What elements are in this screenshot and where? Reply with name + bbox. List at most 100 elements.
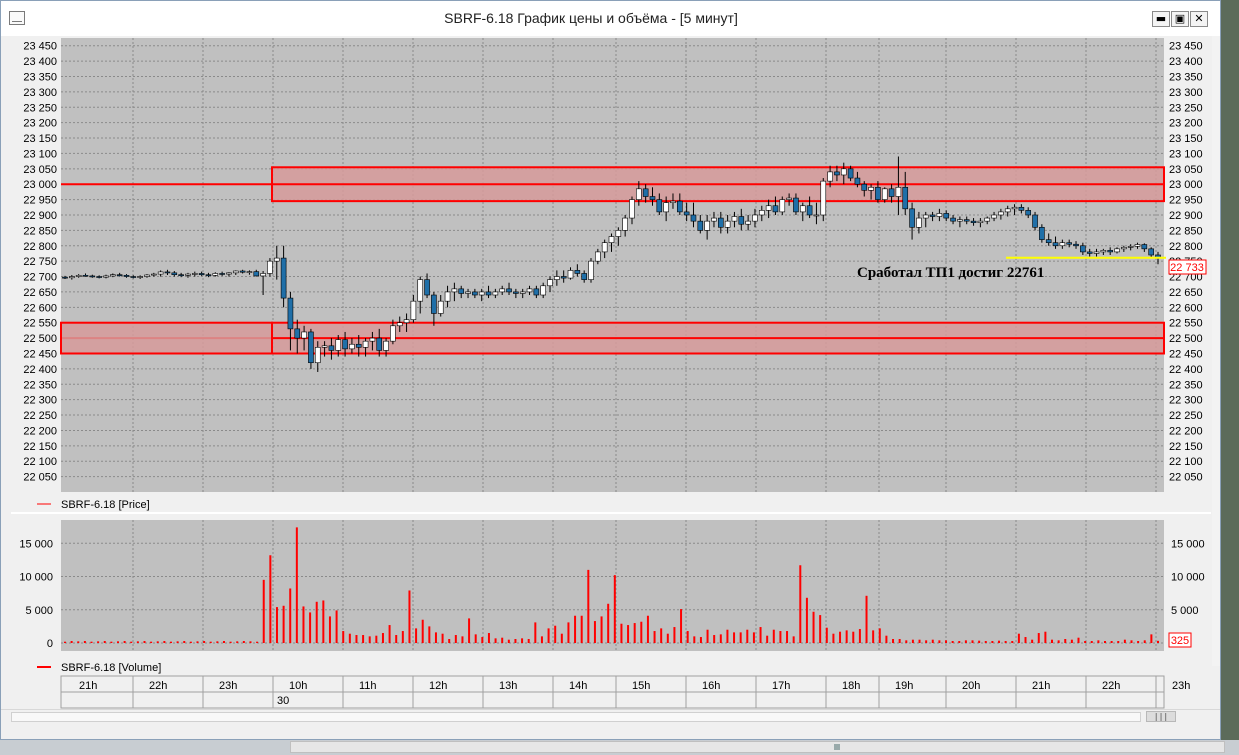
last-volume-box [1168,632,1192,648]
candle-body [772,205,779,213]
price-tick-right: 22 300 [1169,395,1203,407]
candle-body [191,273,198,275]
candle-body [704,220,710,231]
price-tick-right: 22 150 [1169,441,1203,453]
price-tick-left: 22 950 [23,195,57,207]
price-tick-left: 23 000 [23,179,57,191]
desktop-background [1221,0,1239,740]
close-button[interactable]: ✕ [1190,11,1208,27]
candle-body [533,288,540,296]
restore-button[interactable]: ▣ [1171,11,1189,27]
candle-body [622,217,628,231]
candle-body [151,273,157,276]
candle-body [854,177,861,185]
candle-body [670,200,676,203]
volume-axis-left: 0 5 000 10 000 15 000 [19,538,53,650]
horizontal-scrollbar[interactable]: ||| [1,709,1220,724]
candle-body [1134,244,1141,247]
candle-body [212,273,219,276]
candle-body [1011,206,1018,210]
candle-body [998,211,1004,216]
candle-body [410,300,417,320]
candles [62,156,1161,372]
price-tick-left: 22 100 [23,456,57,468]
candle-body [957,219,963,222]
price-tick-left: 23 400 [23,56,57,68]
price-tick-left: 22 650 [23,287,57,299]
time-label: 15h [632,680,650,692]
candle-body [656,199,663,213]
candle-body [110,274,116,277]
candle-body [506,288,512,293]
candle-body [1045,239,1052,243]
candle-body [724,220,731,228]
outer-scrollbar-thumb[interactable] [290,741,1225,753]
price-tick-right: 22 350 [1169,379,1203,391]
candle-body [239,270,246,273]
price-panel[interactable] [61,38,1164,492]
candle-body [123,275,130,277]
candle-body [198,273,205,275]
candle-body [888,188,895,197]
candle-body [799,205,806,213]
price-tick-right: 22 500 [1169,333,1203,345]
time-label: 14h [569,680,587,692]
candle-body [1025,210,1032,216]
candle-body [328,345,335,351]
scrollbar-thumb[interactable]: ||| [1146,711,1176,722]
candle-body [205,274,212,276]
candle-body [745,220,751,225]
outer-scrollbar[interactable] [0,740,1239,755]
candle-body [273,257,280,262]
candle-body [909,208,915,228]
candle-body [137,276,143,278]
candle-body [786,197,792,200]
candle-body [301,331,307,339]
candle-body [540,285,546,296]
window-icon[interactable] [9,11,25,25]
candle-body [178,274,184,276]
price-tick-left: 22 550 [23,318,57,330]
candle-body [820,180,827,216]
candle-body [335,339,342,351]
chart-area[interactable]: 22 050 22 100 22 150 22 200 22 250 22 300 22 3… [1,1,1220,709]
time-label: 17h [772,680,790,692]
time-label: 20h [962,680,980,692]
minimize-button[interactable]: ▬ [1152,11,1170,27]
time-label: 22h [149,680,167,692]
candle-body [513,291,519,294]
price-tick-left: 22 150 [23,441,57,453]
price-tick-left: 22 400 [23,364,57,376]
candle-body [840,168,847,176]
candle-body [916,217,922,228]
candle-body [827,171,833,182]
candle-body [396,322,403,327]
candle-body [82,275,89,277]
price-tick-right: 22 100 [1169,456,1203,468]
price-tick-left: 22 250 [23,410,57,422]
candle-body [492,291,499,296]
vertical-scrollbar[interactable] [1212,36,1220,666]
title-bar[interactable]: SBRF-6.18 График цены и объёма - [5 мину… [1,1,1220,36]
volume-legend-label: SBRF-6.18 [Volume] [61,662,161,674]
price-tick-right: 22 700 [1169,272,1203,284]
time-label: 23h [219,680,237,692]
price-tick-right: 23 000 [1169,179,1203,191]
candle-body [499,288,506,293]
candle-body [246,271,253,273]
scrollbar-track[interactable] [11,712,1141,722]
candle-body [144,274,150,277]
price-tick-left: 22 750 [23,256,57,268]
last-price-label: 22 733 [1170,262,1204,274]
volume-tick-left: 0 [47,638,53,650]
candle-body [1080,245,1086,253]
candle-body [950,217,956,222]
price-tick-left: 22 200 [23,425,57,437]
last-price-box [1168,259,1207,275]
candle-body [369,337,376,342]
candle-body [697,220,704,231]
candle-body [615,230,622,237]
candle-body [991,214,997,219]
volume-panel[interactable] [61,520,1164,651]
candle-body [355,343,362,348]
